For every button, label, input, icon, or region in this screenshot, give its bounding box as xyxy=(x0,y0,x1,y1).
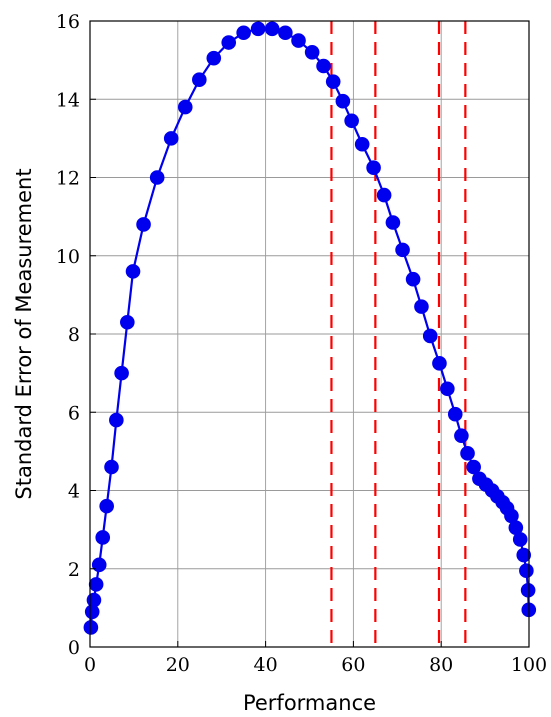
data-point xyxy=(447,406,463,422)
data-point xyxy=(104,459,119,475)
x-axis-ticks: 0 20 40 60 80 100 xyxy=(84,641,547,676)
data-point xyxy=(120,314,135,330)
data-point xyxy=(376,187,392,203)
y-tick-label: 14 xyxy=(56,89,80,111)
y-tick-label: 2 xyxy=(68,559,80,581)
data-point xyxy=(405,271,421,287)
y-tick-label: 8 xyxy=(68,324,80,346)
data-point xyxy=(291,33,306,48)
data-point xyxy=(460,446,475,461)
data-point xyxy=(519,563,534,579)
data-point xyxy=(84,604,100,620)
data-point xyxy=(83,620,99,635)
data-point xyxy=(125,264,141,279)
x-tick-label: 20 xyxy=(166,654,190,676)
data-point xyxy=(250,21,266,37)
data-point xyxy=(114,365,129,381)
data-point xyxy=(344,113,359,129)
data-point xyxy=(422,328,438,344)
data-point xyxy=(88,577,104,592)
data-point xyxy=(316,58,331,74)
y-tick-label: 10 xyxy=(56,246,80,268)
data-point xyxy=(520,582,536,598)
y-tick-label: 0 xyxy=(68,637,80,659)
data-point xyxy=(95,530,111,545)
data-point xyxy=(99,498,114,514)
x-tick-label: 0 xyxy=(84,654,96,676)
y-tick-label: 16 xyxy=(56,11,80,33)
data-point xyxy=(278,25,293,41)
y-tick-label: 4 xyxy=(68,481,80,503)
data-point xyxy=(163,131,179,146)
data-point xyxy=(264,21,280,37)
data-point xyxy=(414,299,429,314)
data-point xyxy=(206,50,222,66)
y-tick-label: 6 xyxy=(68,402,80,424)
data-point xyxy=(354,136,370,152)
x-tick-label: 80 xyxy=(429,654,453,676)
y-axis-title: Standard Error of Measurement xyxy=(12,168,36,499)
data-point xyxy=(221,35,237,50)
data-point xyxy=(466,459,481,475)
data-point xyxy=(366,160,381,176)
x-tick-label: 40 xyxy=(254,654,278,676)
data-point xyxy=(86,592,102,608)
data-point xyxy=(304,45,320,60)
data-point xyxy=(236,25,251,41)
y-axis-ticks: 0 2 4 6 8 10 12 14 16 xyxy=(56,11,96,659)
data-point xyxy=(325,74,341,89)
data-point xyxy=(136,217,151,232)
data-point xyxy=(192,72,207,87)
data-point xyxy=(385,215,401,230)
data-point xyxy=(149,170,165,185)
data-point xyxy=(109,412,124,428)
data-point xyxy=(454,428,469,444)
data-point xyxy=(335,93,351,109)
data-point xyxy=(440,381,455,397)
x-tick-label: 60 xyxy=(341,654,365,676)
data-point xyxy=(516,547,532,563)
data-point xyxy=(432,356,447,371)
data-point xyxy=(91,557,107,573)
y-tick-label: 12 xyxy=(56,168,80,190)
data-point xyxy=(395,242,410,258)
data-point xyxy=(512,532,528,547)
data-point xyxy=(177,99,193,115)
x-axis-title: Performance xyxy=(243,691,376,715)
data-point xyxy=(508,520,524,535)
x-tick-label: 100 xyxy=(511,654,547,676)
data-point xyxy=(504,508,519,524)
